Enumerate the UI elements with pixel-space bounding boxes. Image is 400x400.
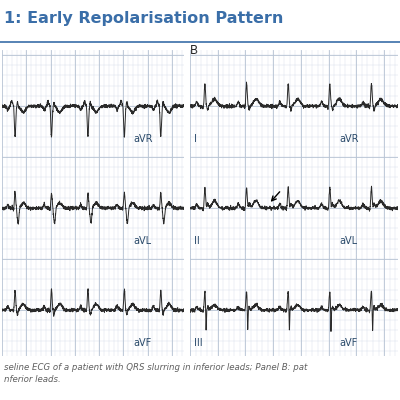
Text: B: B xyxy=(190,44,198,56)
Text: I: I xyxy=(194,134,197,144)
Text: 1: Early Repolarisation Pattern: 1: Early Repolarisation Pattern xyxy=(4,12,283,26)
Text: II: II xyxy=(194,236,200,246)
Text: aVL: aVL xyxy=(133,236,151,246)
Text: aVR: aVR xyxy=(133,134,152,144)
Text: aVL: aVL xyxy=(340,236,358,246)
Text: seline ECG of a patient with QRS slurring in inferior leads; Panel B: pat
nferio: seline ECG of a patient with QRS slurrin… xyxy=(4,363,307,384)
Text: aVF: aVF xyxy=(340,338,358,348)
Text: III: III xyxy=(194,338,203,348)
Text: aVR: aVR xyxy=(340,134,359,144)
Text: aVF: aVF xyxy=(133,338,151,348)
